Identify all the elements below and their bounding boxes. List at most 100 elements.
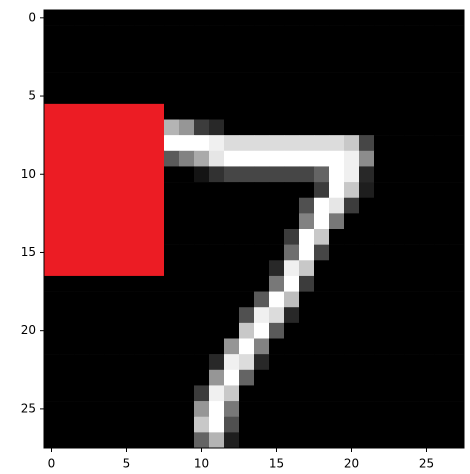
pixel [404,323,419,339]
pixel [194,339,209,355]
pixel [419,120,434,136]
pixel [194,323,209,339]
pixel [134,57,149,73]
pixel [194,432,209,448]
pixel [329,417,344,433]
pixel [449,323,464,339]
pixel [299,370,314,386]
pixel [434,229,449,245]
pixel [74,57,89,73]
pixel [119,10,134,26]
pixel [359,213,374,229]
pixel [419,151,434,167]
pixel [329,57,344,73]
pixel [359,276,374,292]
pixel [329,229,344,245]
pixel [119,417,134,433]
pixel [359,57,374,73]
pixel [419,292,434,308]
pixel [239,26,254,42]
pixel [239,339,254,355]
pixel [269,417,284,433]
pixel [254,432,269,448]
pixel [119,41,134,57]
pixel [224,385,239,401]
pixel [434,151,449,167]
pixel [89,401,104,417]
pixel [149,354,164,370]
pixel [254,307,269,323]
pixel [434,135,449,151]
y-tick-label: 0 [28,10,36,24]
pixel [404,213,419,229]
pixel [269,26,284,42]
pixel [374,339,389,355]
pixel [314,182,329,198]
pixel [239,307,254,323]
pixel [449,229,464,245]
pixel [404,229,419,245]
pixel [449,57,464,73]
pixel [284,432,299,448]
pixel [164,323,179,339]
pixel [179,323,194,339]
pixel [44,432,59,448]
pixel [284,41,299,57]
pixel [59,323,74,339]
pixel [134,432,149,448]
pixel [194,213,209,229]
pixel [179,166,194,182]
pixel [179,292,194,308]
pixel [329,276,344,292]
pixel [74,41,89,57]
pixel [194,417,209,433]
pixel [239,370,254,386]
pixel [89,276,104,292]
pixel [194,166,209,182]
x-tick-label: 0 [48,457,56,471]
pixel [209,401,224,417]
pixel [299,276,314,292]
pixel [254,245,269,261]
pixel [389,166,404,182]
pixel [254,10,269,26]
pixel [329,182,344,198]
pixel [329,323,344,339]
pixel [179,26,194,42]
pixel [419,213,434,229]
pixel [449,385,464,401]
pixel [419,401,434,417]
pixel [434,213,449,229]
pixel [269,339,284,355]
pixel [209,120,224,136]
pixel [389,10,404,26]
pixel [119,432,134,448]
pixel [314,135,329,151]
pixel [149,57,164,73]
pixel [299,135,314,151]
pixel [239,417,254,433]
pixel [344,417,359,433]
pixel [149,323,164,339]
pixel [374,370,389,386]
pixel [404,57,419,73]
pixel [224,166,239,182]
pixel [374,182,389,198]
pixel [419,260,434,276]
pixel [419,370,434,386]
pixel [419,88,434,104]
pixel [374,385,389,401]
pixel [449,120,464,136]
pixel [404,182,419,198]
pixel [284,57,299,73]
pixel [329,104,344,120]
pixel [434,276,449,292]
pixel [209,73,224,89]
pixel [359,432,374,448]
pixel [404,104,419,120]
pixel [404,432,419,448]
pixel [314,323,329,339]
pixel [74,323,89,339]
pixel [224,135,239,151]
pixel [329,339,344,355]
